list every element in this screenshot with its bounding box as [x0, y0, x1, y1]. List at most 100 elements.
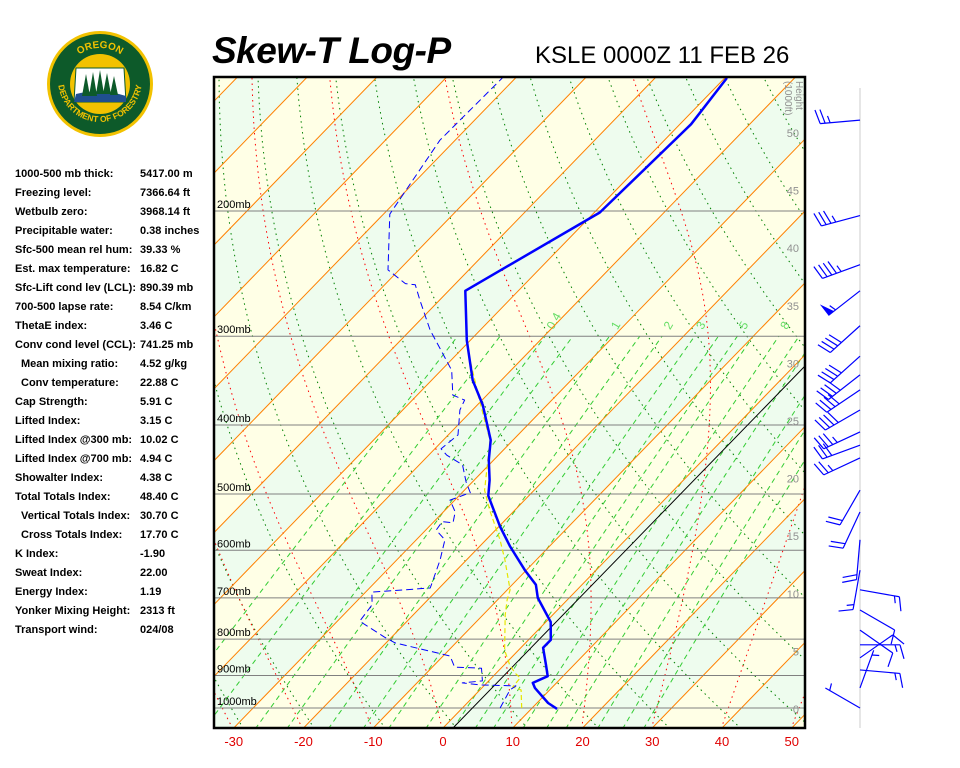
stat-label: Freezing level:: [15, 187, 92, 199]
wind-barb: [860, 644, 905, 659]
wind-barb-half: [894, 672, 897, 681]
stat-value: 22.88 C: [140, 377, 179, 389]
pressure-label: 800mb: [217, 627, 251, 639]
height-tick-label: 30: [787, 358, 799, 370]
wind-barb-staff: [829, 355, 861, 384]
stat-row: Sfc-500 mean rel hum: 39.33 %: [15, 244, 215, 263]
background-band: [791, 714, 805, 728]
stat-value: 17.70 C: [140, 529, 179, 541]
wind-barb-full: [813, 463, 825, 476]
wind-barb-full: [822, 443, 833, 456]
wind-barb-pennant: [819, 304, 834, 316]
wind-barb-full: [822, 433, 834, 445]
wind-barb-staff: [855, 539, 861, 580]
stat-value: 1.19: [140, 586, 162, 598]
dry-adiabat-line: [296, 77, 600, 728]
wind-barb: [814, 109, 861, 125]
stat-value: 16.82 C: [140, 263, 179, 275]
x-tick-label: 30: [645, 734, 659, 749]
mixing-ratio-line: [622, 429, 805, 728]
stat-row: Wetbulb zero: 3968.14 ft: [15, 206, 215, 225]
stat-value: 8.54 C/km: [140, 301, 192, 313]
stat-value: -1.90: [140, 548, 166, 560]
wind-barb-staff: [829, 325, 861, 353]
wind-barb-full: [823, 396, 836, 408]
stat-label: Cap Strength:: [15, 396, 88, 408]
wind-barb-staff: [825, 409, 861, 431]
sounding-indices-panel: 1000-500 mb thick: 5417.00 m Freezing leve…: [15, 168, 215, 643]
wind-barb-staff: [820, 119, 861, 125]
stat-label: 700-500 lapse rate:: [15, 301, 114, 313]
isotherm-line: [582, 497, 805, 728]
isotherm-line: [862, 77, 960, 728]
wind-barb-full: [813, 437, 825, 450]
height-axis-unit: (1000ft): [782, 81, 793, 115]
stat-row: Energy Index: 1.19: [15, 586, 215, 605]
wind-barb: [813, 443, 861, 460]
stat-label: Lifted Index @700 mb:: [15, 453, 133, 465]
height-tick-label: 15: [787, 531, 799, 543]
wind-barb-full: [821, 340, 835, 350]
wind-barb: [828, 511, 861, 549]
mixing-ratio-line: [565, 351, 805, 728]
stat-label: Cross Totals Index:: [21, 529, 123, 541]
dry-adiabat-line: [942, 53, 960, 729]
wind-barb: [825, 683, 861, 709]
stat-row: Conv cond level (CCL): 741.25 mb: [15, 339, 215, 358]
moist-adiabat-line: [214, 538, 303, 728]
wind-barb-half: [893, 595, 896, 604]
wind-barb-half: [832, 436, 838, 443]
oregon-department-of-forestry-logo: OREGON DEPARTMENT OF FORESTRY: [47, 31, 153, 137]
wind-barb-full: [816, 390, 829, 400]
stat-row: Est. max temperature: 16.82 C: [15, 263, 215, 282]
x-tick-label: -20: [294, 734, 313, 749]
wind-barb-half: [831, 215, 837, 223]
isotherm-line: [214, 77, 727, 606]
wind-barb-half: [826, 115, 831, 123]
station-time-label: KSLE 0000Z 11 FEB 26: [535, 42, 790, 69]
isotherm-line: [214, 77, 587, 462]
height-axis-title: Height: [793, 81, 804, 110]
wind-barb: [814, 409, 861, 431]
stat-label: Yonker Mixing Height:: [15, 605, 131, 617]
wind-barb-staff: [842, 511, 861, 549]
wind-barb-full: [819, 399, 832, 410]
moist-adiabat-line: [632, 77, 711, 728]
stat-label: Lifted Index:: [15, 415, 81, 427]
sounding-profiles: [359, 77, 728, 710]
wind-barb-full: [825, 520, 841, 526]
mixing-ratio-line: [255, 335, 546, 728]
wind-barb-full: [892, 634, 905, 645]
stat-row: Cap Strength: 5.91 C: [15, 396, 215, 415]
stat-row: ThetaE index: 3.46 C: [15, 320, 215, 339]
dry-adiabat-line: [828, 53, 960, 729]
stat-row: Lifted Index @700 mb: 4.94 C: [15, 453, 215, 472]
wind-barb-staff: [823, 431, 861, 450]
wind-barb: [813, 431, 861, 450]
dry-adiabat-line: [801, 77, 805, 83]
wind-barb: [859, 634, 905, 659]
stat-label: Wetbulb zero:: [15, 206, 88, 218]
height-tick-label: 25: [787, 416, 799, 428]
stat-value: 5417.00 m: [140, 168, 193, 180]
isotherm-line: [214, 77, 657, 534]
stat-label: 1000-500 mb thick:: [15, 168, 114, 180]
stat-label: Sfc-Lift cond lev (LCL):: [15, 282, 136, 294]
stat-row: Yonker Mixing Height: 2313 ft: [15, 605, 215, 624]
temperature-profile-line: [464, 77, 728, 710]
wind-barb-full: [814, 419, 826, 431]
wind-barb-full: [819, 109, 826, 124]
stat-label: Conv temperature:: [21, 377, 119, 389]
wind-barb: [813, 261, 861, 279]
moist-adiabat-line: [790, 691, 805, 728]
wind-barb: [838, 570, 861, 612]
stat-row: Transport wind: 024/08: [15, 624, 215, 643]
wind-barb-full: [818, 461, 829, 474]
wind-barb: [859, 609, 896, 645]
wind-barb-full: [814, 109, 821, 124]
stat-row: Lifted Index @300 mb: 10.02 C: [15, 434, 215, 453]
wind-barb: [859, 650, 880, 689]
wind-barb-full: [828, 381, 841, 391]
wind-barb-full: [842, 579, 857, 583]
stat-row: Sweat Index: 22.00: [15, 567, 215, 586]
